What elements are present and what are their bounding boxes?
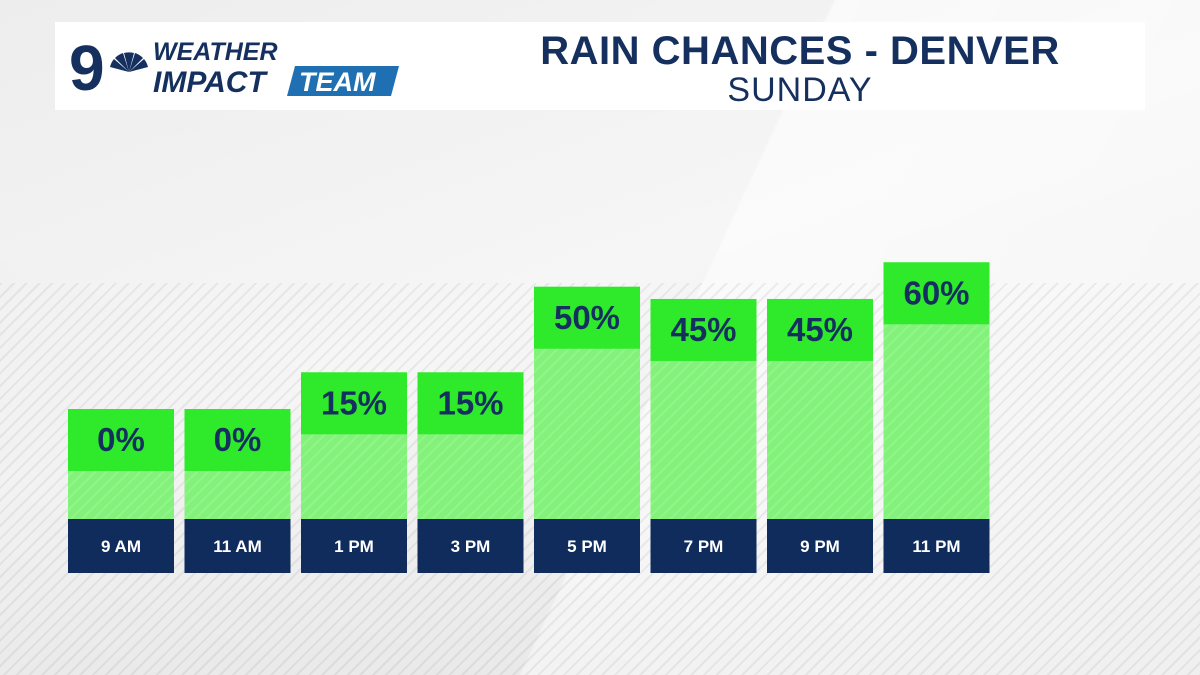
value-label-4: 50% [554, 299, 620, 336]
value-label-6: 45% [787, 311, 853, 348]
value-label-box-7 [883, 262, 990, 325]
value-label-2: 15% [321, 384, 387, 421]
logo-word-impact: IMPACT [153, 66, 268, 99]
category-box-7 [883, 519, 990, 573]
category-box-3 [417, 519, 524, 573]
category-box-0 [68, 519, 174, 573]
value-label-box-5 [650, 298, 757, 361]
category-box-2 [301, 519, 407, 573]
category-label-0: 9 AM [101, 537, 141, 556]
value-label-box-0 [68, 409, 174, 471]
chart-subtitle: SUNDAY [727, 71, 873, 109]
category-label-4: 5 PM [567, 537, 607, 556]
header-bar: 9 WEATHER IMPACT TEAM RAIN CHANCES - DEN… [55, 22, 1145, 110]
category-box-6 [767, 519, 873, 573]
category-label-3: 3 PM [451, 537, 491, 556]
category-label-6: 9 PM [800, 537, 840, 556]
peacock-icon [110, 52, 148, 72]
category-label-1: 11 AM [213, 537, 262, 556]
category-box-5 [650, 519, 757, 573]
station-logo: 9 WEATHER IMPACT TEAM [67, 30, 407, 102]
value-label-1: 0% [214, 421, 262, 458]
logo-word-team: TEAM [299, 67, 376, 97]
category-label-5: 7 PM [684, 537, 724, 556]
value-label-box-4 [534, 286, 640, 349]
value-label-box-1 [184, 409, 291, 471]
value-label-box-2 [301, 372, 407, 435]
logo-word-weather: WEATHER [153, 38, 278, 66]
logo-number: 9 [69, 32, 105, 102]
value-label-0: 0% [97, 421, 145, 458]
value-label-5: 45% [670, 311, 736, 348]
value-label-3: 15% [437, 384, 503, 421]
category-box-4 [534, 519, 640, 573]
value-label-box-3 [417, 372, 524, 435]
station-logo-graphic: 9 WEATHER IMPACT TEAM [69, 32, 399, 102]
value-label-box-6 [767, 298, 873, 361]
category-box-1 [184, 519, 291, 573]
chart-title: RAIN CHANCES - DENVER [540, 29, 1060, 73]
value-label-7: 60% [903, 274, 969, 311]
logo-badge [287, 66, 399, 96]
category-label-7: 11 PM [912, 537, 960, 556]
category-label-2: 1 PM [334, 537, 374, 556]
